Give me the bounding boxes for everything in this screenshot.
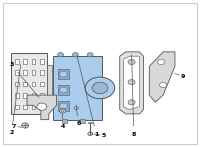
Bar xyxy=(40,93,44,98)
Polygon shape xyxy=(120,52,143,114)
Bar xyxy=(32,70,35,75)
Text: 4: 4 xyxy=(61,114,65,129)
Polygon shape xyxy=(124,56,139,110)
Circle shape xyxy=(60,103,67,109)
Bar xyxy=(23,59,27,64)
Bar xyxy=(32,59,35,64)
Circle shape xyxy=(87,53,93,57)
Circle shape xyxy=(72,53,78,57)
Circle shape xyxy=(22,123,29,128)
Bar xyxy=(47,65,52,102)
Circle shape xyxy=(37,103,47,110)
Bar xyxy=(32,93,35,98)
Text: 3: 3 xyxy=(9,62,39,97)
Circle shape xyxy=(74,107,78,110)
Circle shape xyxy=(61,110,64,112)
Circle shape xyxy=(128,59,135,65)
Bar xyxy=(62,119,67,123)
Bar xyxy=(15,105,19,109)
Circle shape xyxy=(60,71,67,77)
Circle shape xyxy=(60,87,67,93)
Circle shape xyxy=(85,77,115,99)
Text: 8: 8 xyxy=(132,55,136,137)
Bar xyxy=(40,105,44,109)
Bar xyxy=(32,105,35,109)
Polygon shape xyxy=(27,95,57,120)
Bar xyxy=(23,82,27,86)
Bar xyxy=(15,82,19,86)
Bar xyxy=(88,122,92,123)
Circle shape xyxy=(88,132,93,136)
Bar xyxy=(15,93,19,98)
Circle shape xyxy=(128,80,135,85)
Circle shape xyxy=(60,109,65,113)
Circle shape xyxy=(58,53,64,57)
Circle shape xyxy=(160,82,167,88)
Bar xyxy=(23,93,27,98)
Bar xyxy=(80,119,85,123)
Bar xyxy=(40,82,44,86)
Text: 1: 1 xyxy=(77,56,98,137)
Bar xyxy=(40,70,44,75)
Bar xyxy=(58,85,69,95)
Polygon shape xyxy=(149,52,175,102)
Circle shape xyxy=(158,59,165,65)
Bar xyxy=(23,70,27,75)
Bar xyxy=(15,70,19,75)
Bar xyxy=(53,56,102,120)
Bar xyxy=(23,105,27,109)
Text: 2: 2 xyxy=(9,65,21,135)
Circle shape xyxy=(128,100,135,105)
Text: 5: 5 xyxy=(102,133,106,138)
Circle shape xyxy=(92,82,108,94)
Bar xyxy=(58,69,69,79)
Text: 7: 7 xyxy=(11,124,16,129)
Bar xyxy=(15,59,19,64)
Bar xyxy=(58,101,69,111)
Text: 6: 6 xyxy=(76,111,81,126)
Bar xyxy=(11,53,47,114)
Bar xyxy=(40,59,44,64)
Bar xyxy=(32,82,35,86)
Text: 9: 9 xyxy=(181,74,185,79)
